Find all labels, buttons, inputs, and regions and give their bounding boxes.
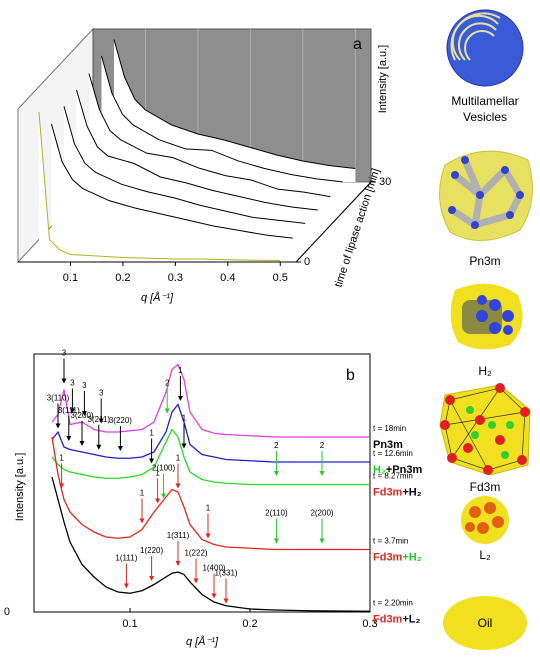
series-label: t = 12.6min (373, 449, 413, 458)
peak-label: 1 (178, 366, 183, 375)
panel-letter: a (353, 36, 362, 53)
panel-a: 0.1 0.2 0.3 0.4 0.5 0 30 a q [Å⁻¹] Intensity [a.u… (18, 29, 391, 304)
peak-label: 2(110) (265, 509, 288, 518)
arrow-head (274, 539, 279, 544)
phase-label: Fd3m+H₂ (373, 486, 422, 498)
arrow-head (96, 445, 101, 450)
phase-part: Fd3m (373, 551, 403, 563)
series-line (52, 477, 370, 611)
peak-label: 2 (274, 441, 279, 450)
phase-label: Fd3m+H₂ (373, 551, 422, 563)
y-axis-label: Intensity [a.u.] (377, 45, 389, 113)
arrow-head (194, 579, 199, 584)
arrow-head (124, 584, 129, 589)
illustration-label: L₂ (479, 548, 491, 562)
arrow-head (178, 396, 183, 401)
peak-label: 1 (182, 414, 187, 423)
phase-part: +L₂ (402, 613, 420, 625)
peak-label: 3(110) (47, 394, 70, 403)
x-tick-label: 0.2 (242, 618, 257, 630)
page: {"chart_data": [ {"type": "waterfall", "… (0, 0, 540, 658)
phase-label: Fd3m+L₂ (373, 613, 420, 625)
peak-label: 3 (62, 349, 67, 358)
series-label: t = 18min (373, 424, 406, 433)
peak-label: 3(220) (109, 416, 132, 425)
z-tick-label: 30 (379, 176, 391, 188)
arrow-head (140, 519, 145, 524)
y-tick-label: 0 (4, 606, 10, 618)
arrow-head (165, 409, 170, 414)
phase-part: Fd3m (373, 613, 403, 625)
peak-label: 3 (70, 379, 75, 388)
y-axis-label: Intensity [a.u.] (14, 453, 26, 521)
arrow-head (224, 599, 229, 604)
arrow-head (176, 561, 181, 566)
arrow-head (149, 576, 154, 581)
arrow-head (182, 444, 187, 449)
series-label: t = 8.27min (373, 472, 413, 481)
x-tick-label: 0.3 (168, 272, 183, 284)
arrow-head (155, 499, 160, 504)
peak-label: 1 (149, 429, 154, 438)
figure: 0.10.20.30.40.5030aq [Å⁻¹]Intensity [a.u… (0, 0, 540, 658)
x-tick-label: 0.2 (115, 272, 130, 284)
peak-label: 2 (320, 441, 325, 450)
arrow-head (206, 534, 211, 539)
peak-label: 1 (140, 489, 145, 498)
illustration-label: Oil (478, 616, 493, 630)
x-tick-label: 0.1 (63, 272, 78, 284)
peak-label: 3 (99, 389, 104, 398)
peak-label: 1 (155, 469, 160, 478)
peak-label: 1(220) (140, 546, 163, 555)
peak-label: 1(331) (214, 569, 237, 578)
x-axis-label: q [Å⁻¹] (141, 291, 174, 304)
x-tick-label: 0.4 (220, 272, 235, 284)
phase-part: +H₂ (402, 551, 421, 563)
x-tick-label: 0.1 (122, 618, 137, 630)
arrow-head (320, 539, 325, 544)
phase-part: Fd3m (373, 486, 403, 498)
series-label: t = 3.7min (373, 537, 408, 546)
illustration-label: H₂ (478, 364, 492, 378)
arrow-head (59, 484, 64, 489)
arrow-head (274, 471, 279, 476)
arrow-head (176, 484, 181, 489)
arrow-head (320, 471, 325, 476)
peak-label: 1(111) (115, 554, 137, 563)
series-label: t = 2.20min (373, 598, 413, 607)
panel-letter: b (346, 367, 355, 384)
x-axis-label: q [Å⁻¹] (186, 635, 219, 648)
arrow-head (56, 424, 61, 429)
peak-label: 3 (82, 381, 87, 390)
arrow-head (80, 441, 85, 446)
illustration-label: Multilamellar (451, 94, 518, 108)
peak-label: 2 (165, 379, 170, 388)
arrow-head (66, 436, 71, 441)
peak-label: 1 (59, 454, 64, 463)
peak-label: 2(200) (310, 509, 333, 518)
series-line (52, 365, 370, 438)
illustration-label: Pn3m (469, 254, 500, 268)
peak-label: 1(311) (167, 531, 190, 540)
peak-label: 1 (206, 504, 211, 513)
phase-part: +H₂ (402, 486, 421, 498)
peak-label: 3(211) (88, 415, 111, 424)
x-tick-label: 0.5 (273, 272, 288, 284)
peak-label: 1(222) (184, 549, 207, 558)
z-tick-label: 0 (304, 256, 310, 268)
arrow-head (118, 446, 123, 451)
peak-label: 1 (176, 454, 181, 463)
illustration-label: Vesicles (463, 110, 507, 124)
illustration-label: Fd3m (470, 480, 501, 494)
arrow-head (62, 379, 67, 384)
arrow-head (212, 594, 217, 599)
